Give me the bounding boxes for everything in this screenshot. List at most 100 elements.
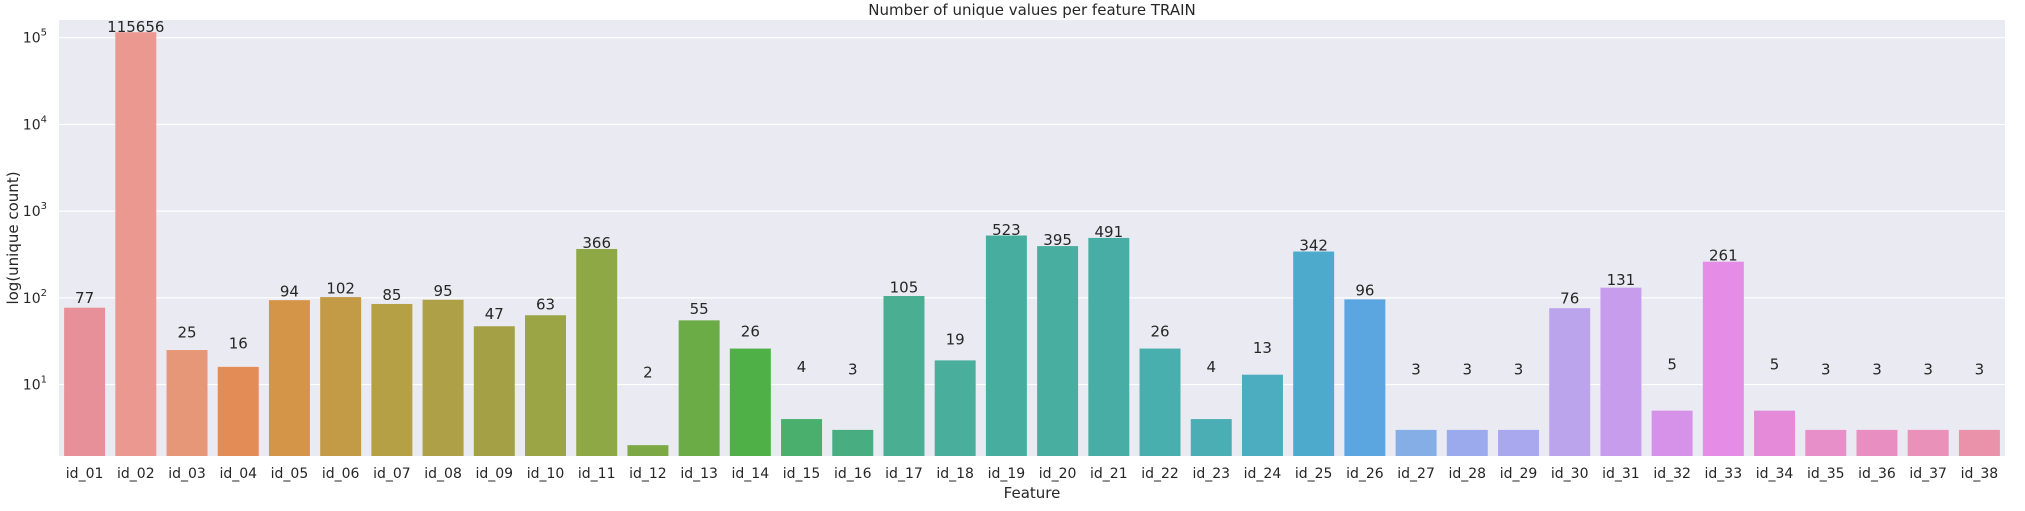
bar-id_30: [1549, 308, 1591, 456]
data-label-id_20: 395: [1043, 231, 1072, 249]
data-label-id_19: 523: [992, 221, 1021, 239]
bar-id_18: [934, 360, 976, 456]
bar-id_27: [1395, 429, 1437, 456]
bar-id_11: [576, 248, 618, 456]
x-tick-label-id_09: id_09: [475, 466, 513, 482]
x-tick-label-id_36: id_36: [1858, 466, 1896, 482]
bar-id_07: [371, 303, 413, 456]
x-tick-label-id_13: id_13: [680, 466, 718, 482]
y-tick-base: 10: [23, 31, 41, 47]
bar-id_20: [1037, 246, 1079, 456]
bar-id_34: [1754, 410, 1796, 456]
bar-id_23: [1190, 419, 1232, 456]
x-tick-label-id_27: id_27: [1397, 466, 1435, 482]
y-tick-exponent: 2: [41, 288, 47, 299]
bar-id_31: [1600, 287, 1642, 456]
bar-id_09: [473, 326, 515, 456]
y-tick-exponent: 1: [41, 375, 47, 386]
x-tick-label-id_34: id_34: [1756, 466, 1794, 482]
bar-id_36: [1856, 429, 1898, 456]
x-tick-label-id_32: id_32: [1653, 466, 1691, 482]
x-tick-label-id_24: id_24: [1244, 466, 1282, 482]
x-tick-label-id_18: id_18: [936, 466, 974, 482]
x-tick-label-id_19: id_19: [988, 466, 1026, 482]
bar-id_12: [627, 445, 669, 456]
bar-id_29: [1498, 429, 1539, 456]
data-label-id_12: 2: [643, 364, 653, 382]
data-label-id_03: 25: [177, 323, 196, 341]
data-label-id_15: 4: [797, 358, 807, 376]
data-label-id_29: 3: [1514, 361, 1524, 379]
bar-id_13: [678, 320, 720, 456]
bar-id_35: [1805, 429, 1847, 456]
data-label-id_02: 115656: [107, 18, 164, 36]
data-label-id_32: 5: [1667, 355, 1677, 373]
data-label-id_34: 5: [1770, 355, 1780, 373]
x-tick-label-id_01: id_01: [66, 466, 104, 482]
x-tick-label-id_35: id_35: [1807, 466, 1845, 482]
data-label-id_21: 491: [1094, 223, 1123, 241]
y-tick-label: 101: [23, 375, 47, 394]
bars: [64, 32, 2000, 457]
bar-id_21: [1088, 237, 1130, 456]
x-tick-label-id_26: id_26: [1346, 466, 1384, 482]
data-label-id_17: 105: [890, 279, 919, 297]
bar-id_33: [1702, 261, 1744, 456]
bar-id_04: [217, 366, 259, 456]
data-label-id_09: 47: [485, 305, 504, 323]
bar-id_37: [1907, 429, 1949, 456]
y-tick-label: 103: [23, 201, 47, 220]
x-tick-label-id_11: id_11: [578, 466, 616, 482]
chart-title: Number of unique values per feature TRAI…: [868, 1, 1196, 19]
bar-id_10: [525, 315, 566, 456]
bar-id_05: [268, 300, 310, 456]
x-tick-label-id_07: id_07: [373, 466, 411, 482]
x-tick-label-id_10: id_10: [527, 466, 565, 482]
y-tick-exponent: 5: [41, 28, 47, 39]
x-tick-label-id_38: id_38: [1961, 466, 1999, 482]
data-label-id_37: 3: [1923, 361, 1933, 379]
bar-id_06: [320, 297, 362, 456]
y-tick-label: 105: [23, 28, 47, 47]
bar-id_08: [422, 299, 464, 456]
y-tick-label: 104: [23, 114, 47, 133]
x-tick-label-id_30: id_30: [1551, 466, 1589, 482]
y-tick-base: 10: [23, 378, 41, 394]
x-tick-label-id_20: id_20: [1039, 466, 1077, 482]
bar-id_03: [166, 350, 208, 456]
data-label-id_35: 3: [1821, 361, 1831, 379]
data-label-id_08: 95: [434, 282, 453, 300]
y-tick-exponent: 3: [41, 201, 47, 212]
x-tick-label-id_14: id_14: [732, 466, 770, 482]
y-tick-label: 102: [23, 288, 47, 307]
bar-id_25: [1293, 251, 1335, 456]
bar-id_17: [883, 296, 925, 456]
data-label-id_27: 3: [1411, 361, 1421, 379]
bar-id_19: [985, 235, 1027, 456]
x-tick-label-id_17: id_17: [885, 466, 923, 482]
data-label-id_11: 366: [582, 234, 611, 252]
data-label-id_36: 3: [1872, 361, 1882, 379]
x-tick-label-id_29: id_29: [1500, 466, 1538, 482]
bar-id_01: [64, 307, 106, 456]
bar-id_26: [1344, 299, 1386, 456]
y-tick-exponent: 4: [41, 114, 47, 125]
data-label-id_22: 26: [1150, 322, 1169, 340]
data-label-id_24: 13: [1253, 339, 1272, 357]
data-label-id_04: 16: [229, 335, 248, 353]
bar-id_38: [1958, 429, 2000, 456]
x-tick-label-id_31: id_31: [1602, 466, 1640, 482]
data-label-id_23: 4: [1206, 358, 1216, 376]
y-tick-base: 10: [23, 117, 41, 133]
bar-id_16: [832, 429, 874, 456]
x-tick-label-id_33: id_33: [1705, 466, 1743, 482]
x-tick-label-id_21: id_21: [1090, 466, 1128, 482]
x-tick-label-id_15: id_15: [783, 466, 821, 482]
x-tick-label-id_22: id_22: [1141, 466, 1179, 482]
x-tick-label-id_02: id_02: [117, 466, 155, 482]
bar-id_22: [1139, 348, 1181, 456]
data-label-id_18: 19: [946, 330, 965, 348]
